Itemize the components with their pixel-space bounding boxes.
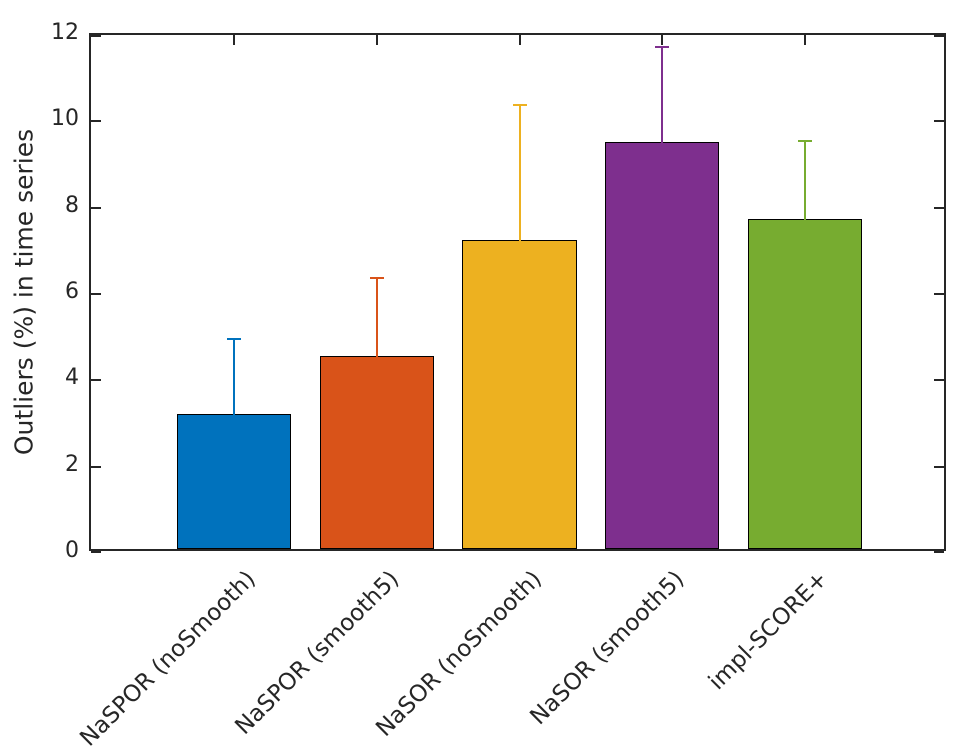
y-tick-right xyxy=(934,379,944,382)
y-tick-left xyxy=(91,206,101,209)
x-tick-label: NaSOR (smooth5) xyxy=(525,566,690,731)
y-tick-right xyxy=(934,120,944,123)
x-tick-top xyxy=(232,35,235,45)
x-tick-label: NaSOR (noSmooth) xyxy=(371,566,547,742)
bar-5 xyxy=(748,219,863,549)
bar-4 xyxy=(605,142,720,549)
y-tick-label: 4 xyxy=(65,365,79,391)
y-tick-right xyxy=(934,206,944,209)
error-bar-cap xyxy=(226,337,241,340)
error-bar-cap xyxy=(798,140,813,143)
y-tick-right xyxy=(934,293,944,295)
bar-1 xyxy=(176,413,291,549)
y-tick-label: 0 xyxy=(65,538,79,563)
x-tick-label: impl-SCORE+ xyxy=(703,566,833,696)
y-tick-left xyxy=(91,551,101,553)
y-tick-left xyxy=(91,379,101,382)
y-tick-left xyxy=(91,465,101,468)
y-tick-label: 2 xyxy=(65,451,79,477)
error-bar-line xyxy=(375,277,378,361)
error-bar-cap xyxy=(512,103,527,106)
y-tick-left xyxy=(91,293,101,295)
y-tick-label: 10 xyxy=(51,106,79,132)
error-bar-cap xyxy=(369,276,384,279)
x-tick-label: NaSPOR (smooth5) xyxy=(230,566,405,740)
y-tick-left xyxy=(91,35,101,37)
bar-3 xyxy=(462,239,577,549)
error-bar-line xyxy=(804,141,807,224)
y-tick-right xyxy=(934,35,944,37)
x-tick-top xyxy=(518,35,521,45)
error-bar-line xyxy=(232,338,235,418)
y-tick-label: 12 xyxy=(51,20,79,45)
x-tick-top xyxy=(804,35,807,45)
y-tick-left xyxy=(91,120,101,123)
x-tick-top xyxy=(375,35,378,45)
error-bar-line xyxy=(661,47,664,147)
error-bar-cap xyxy=(655,46,670,49)
y-tick-right xyxy=(934,465,944,468)
x-tick-top xyxy=(661,35,664,45)
y-tick-right xyxy=(934,551,944,553)
error-bar-line xyxy=(518,104,521,244)
plot-area xyxy=(89,33,946,553)
y-tick-label: 8 xyxy=(65,192,79,218)
bar-2 xyxy=(319,356,434,549)
y-tick-label: 6 xyxy=(65,279,79,304)
